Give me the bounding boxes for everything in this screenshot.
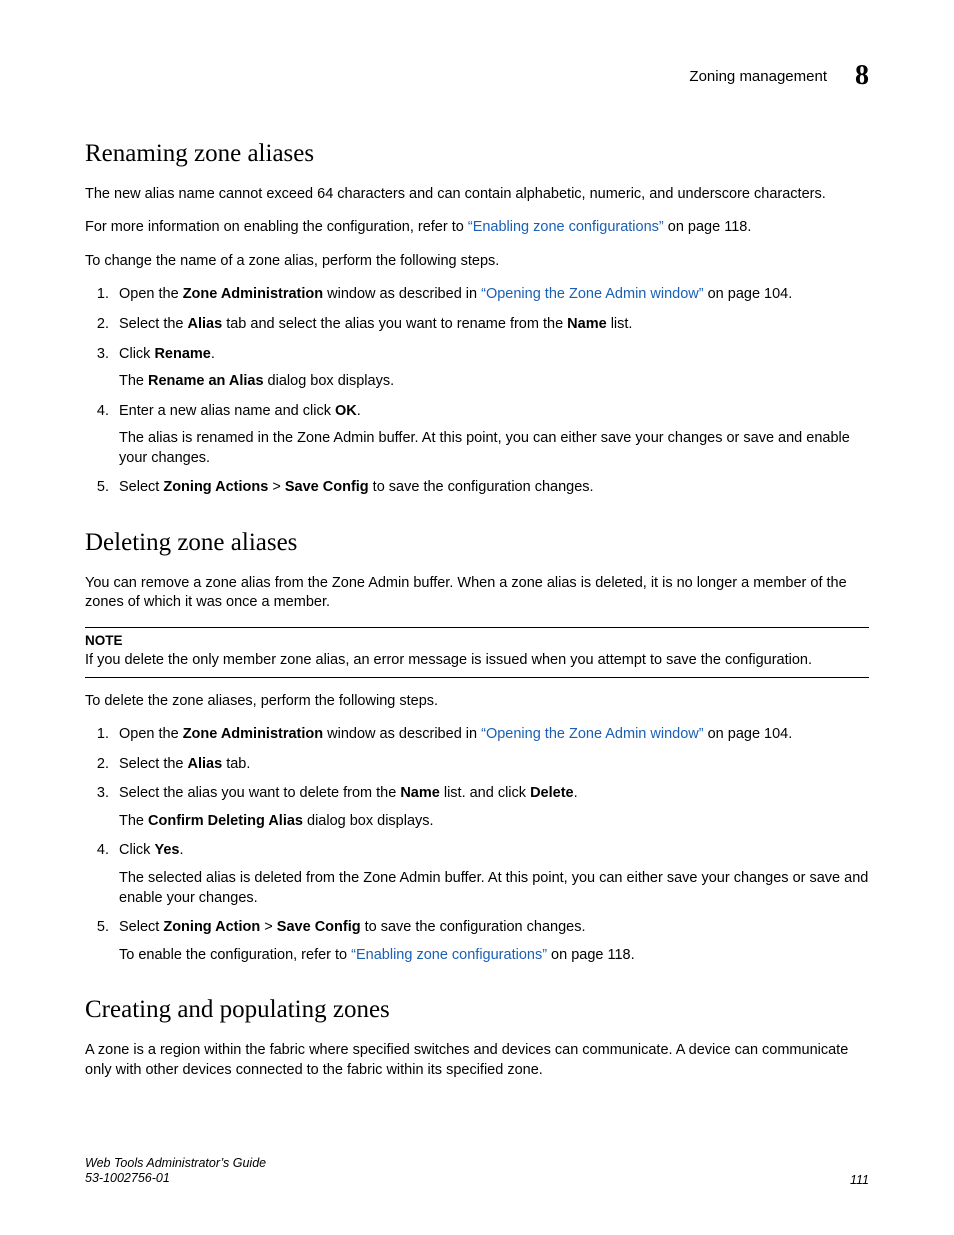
text: dialog box displays.: [303, 813, 434, 829]
text: .: [179, 842, 183, 858]
step: Select the Alias tab and select the alia…: [113, 315, 869, 335]
text: >: [260, 919, 277, 935]
steps-renaming: Open the Zone Administration window as d…: [85, 285, 869, 498]
text: Select: [119, 919, 163, 935]
substep: The Rename an Alias dialog box displays.: [119, 372, 869, 392]
text-bold: Save Config: [277, 919, 361, 935]
text: list.: [607, 316, 633, 332]
step: Select Zoning Actions > Save Config to s…: [113, 478, 869, 498]
heading-creating: Creating and populating zones: [85, 993, 869, 1027]
text-bold: Zoning Actions: [163, 479, 268, 495]
text-bold: Zone Administration: [183, 726, 323, 742]
text: The: [119, 373, 148, 389]
paragraph: To delete the zone aliases, perform the …: [85, 692, 869, 712]
text-bold: Confirm Deleting Alias: [148, 813, 303, 829]
text: Select the alias you want to delete from…: [119, 785, 400, 801]
text: window as described in: [323, 286, 481, 302]
substep: The selected alias is deleted from the Z…: [119, 869, 869, 908]
text: on page 104.: [704, 726, 793, 742]
paragraph: You can remove a zone alias from the Zon…: [85, 574, 869, 613]
link-enabling-zone-config[interactable]: “Enabling zone configurations”: [468, 219, 664, 235]
step: Enter a new alias name and click OK. The…: [113, 402, 869, 469]
text-bold: Rename: [154, 346, 210, 362]
text-bold: Name: [400, 785, 440, 801]
text: on page 118.: [664, 219, 752, 235]
link-enabling-zone-config[interactable]: “Enabling zone configurations”: [351, 947, 547, 963]
text: dialog box displays.: [264, 373, 395, 389]
text: .: [211, 346, 215, 362]
note-label: NOTE: [85, 632, 869, 650]
footer-title: Web Tools Administrator’s Guide: [85, 1156, 266, 1172]
text: to save the configuration changes.: [361, 919, 586, 935]
text-bold: OK: [335, 403, 357, 419]
text: >: [268, 479, 285, 495]
text: tab and select the alias you want to ren…: [222, 316, 567, 332]
text: Open the: [119, 286, 183, 302]
note-block: NOTE If you delete the only member zone …: [85, 627, 869, 678]
text-bold: Save Config: [285, 479, 369, 495]
steps-deleting: Open the Zone Administration window as d…: [85, 725, 869, 965]
footer-doc: 53-1002756-01: [85, 1171, 266, 1187]
text: The: [119, 813, 148, 829]
paragraph: A zone is a region within the fabric whe…: [85, 1041, 869, 1080]
link-opening-zone-admin[interactable]: “Opening the Zone Admin window”: [481, 726, 703, 742]
text-bold: Name: [567, 316, 607, 332]
link-opening-zone-admin[interactable]: “Opening the Zone Admin window”: [481, 286, 703, 302]
page-number: 111: [850, 1173, 869, 1187]
step: Open the Zone Administration window as d…: [113, 285, 869, 305]
text: Select the: [119, 756, 188, 772]
chapter-number: 8: [855, 60, 869, 92]
step: Click Yes. The selected alias is deleted…: [113, 841, 869, 908]
text: Select: [119, 479, 163, 495]
substep: The Confirm Deleting Alias dialog box di…: [119, 812, 869, 832]
text: Click: [119, 842, 154, 858]
text: For more information on enabling the con…: [85, 219, 468, 235]
text: Open the: [119, 726, 183, 742]
text: Click: [119, 346, 154, 362]
header-section: Zoning management: [689, 68, 827, 85]
step: Select the Alias tab.: [113, 755, 869, 775]
step: Select the alias you want to delete from…: [113, 784, 869, 831]
text: .: [574, 785, 578, 801]
paragraph: The new alias name cannot exceed 64 char…: [85, 185, 869, 205]
text: list. and click: [440, 785, 530, 801]
text: To enable the configuration, refer to: [119, 947, 351, 963]
substep: The alias is renamed in the Zone Admin b…: [119, 429, 869, 468]
page-header: Zoning management 8: [85, 60, 869, 92]
text: Enter a new alias name and click: [119, 403, 335, 419]
text: on page 118.: [547, 947, 635, 963]
content: Renaming zone aliases The new alias name…: [85, 137, 869, 1080]
text: .: [357, 403, 361, 419]
text: on page 104.: [704, 286, 793, 302]
step: Open the Zone Administration window as d…: [113, 725, 869, 745]
heading-renaming: Renaming zone aliases: [85, 137, 869, 171]
step: Select Zoning Action > Save Config to sa…: [113, 918, 869, 965]
page: Zoning management 8 Renaming zone aliase…: [0, 0, 954, 1235]
text-bold: Rename an Alias: [148, 373, 264, 389]
text-bold: Alias: [188, 756, 223, 772]
text-bold: Zoning Action: [163, 919, 260, 935]
footer-left: Web Tools Administrator’s Guide 53-10027…: [85, 1156, 266, 1187]
paragraph: To change the name of a zone alias, perf…: [85, 252, 869, 272]
substep: To enable the configuration, refer to “E…: [119, 946, 869, 966]
text: window as described in: [323, 726, 481, 742]
heading-deleting: Deleting zone aliases: [85, 526, 869, 560]
text-bold: Delete: [530, 785, 574, 801]
text: Select the: [119, 316, 188, 332]
note-body: If you delete the only member zone alias…: [85, 652, 812, 668]
text: to save the configuration changes.: [369, 479, 594, 495]
text-bold: Yes: [154, 842, 179, 858]
page-footer: Web Tools Administrator’s Guide 53-10027…: [85, 1156, 869, 1187]
text-bold: Zone Administration: [183, 286, 323, 302]
text: tab.: [222, 756, 250, 772]
text-bold: Alias: [188, 316, 223, 332]
paragraph: For more information on enabling the con…: [85, 218, 869, 238]
step: Click Rename. The Rename an Alias dialog…: [113, 345, 869, 392]
